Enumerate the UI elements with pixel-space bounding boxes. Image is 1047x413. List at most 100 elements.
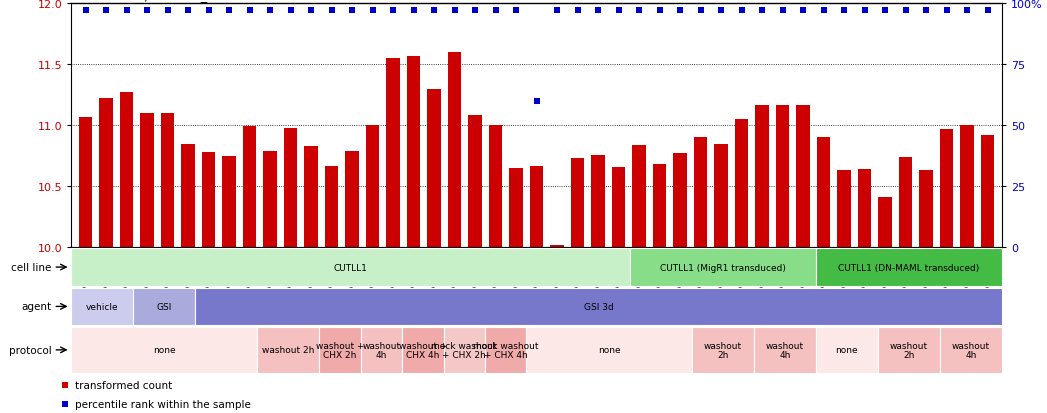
Bar [71,249,629,286]
Bar [527,327,692,373]
Bar [386,59,400,248]
Point [508,8,525,15]
Bar [592,155,605,248]
Bar [653,165,666,248]
Point [549,8,565,15]
Point [692,8,709,15]
Point [876,8,893,15]
Point [446,8,463,15]
Point [589,8,606,15]
Bar [629,249,816,286]
Text: CUTLL1: CUTLL1 [334,263,367,272]
Bar [243,127,257,248]
Point [283,8,299,15]
Text: none: none [836,346,859,354]
Bar [878,198,892,248]
Text: washout +
CHX 4h: washout + CHX 4h [399,341,447,359]
Bar [551,245,563,248]
Point [118,8,135,15]
Point [262,8,279,15]
Point [816,8,832,15]
Bar [448,53,462,248]
Point [221,8,238,15]
Bar [305,147,317,248]
Bar [264,152,276,248]
Point [836,8,852,15]
Bar [899,158,912,248]
Bar [325,166,338,248]
Text: transformed count: transformed count [75,380,173,390]
Point [200,8,217,15]
Bar [877,327,940,373]
Bar [202,153,216,248]
Bar [468,116,482,248]
Bar [79,117,92,248]
Point [343,8,360,15]
Point [467,8,484,15]
Point [159,8,176,15]
Text: none: none [153,346,176,354]
Bar [258,327,319,373]
Bar [754,327,816,373]
Point [959,8,976,15]
Text: washout 2h: washout 2h [262,346,314,354]
Bar [319,327,361,373]
Bar [181,144,195,248]
Bar [71,327,258,373]
Point [426,8,443,15]
Point [754,8,771,15]
Text: washout
4h: washout 4h [765,341,804,359]
Bar [140,114,154,248]
Text: mock washout
+ CHX 2h: mock washout + CHX 2h [431,341,497,359]
Point [610,8,627,15]
Bar [485,327,527,373]
Point [364,8,381,15]
Bar [402,327,444,373]
Text: washout
4h: washout 4h [362,341,401,359]
Bar [694,138,708,248]
Bar [346,152,359,248]
Bar [816,249,1002,286]
Bar [857,170,871,248]
Point [856,8,873,15]
Bar [776,105,789,248]
Bar [99,99,113,248]
Bar [284,128,297,248]
Point [487,8,504,15]
Bar [940,130,953,248]
Bar [940,327,1002,373]
Point [97,8,114,15]
Bar [407,57,420,248]
Bar [816,327,877,373]
Point [324,8,340,15]
Bar [427,89,441,248]
Text: agent: agent [21,301,51,312]
Text: CUTLL1 (MigR1 transduced): CUTLL1 (MigR1 transduced) [660,263,785,272]
Bar [960,126,974,248]
Point [672,8,689,15]
Bar [361,327,402,373]
Point [938,8,955,15]
Bar [735,120,749,248]
Bar [196,288,1002,325]
Point [713,8,730,15]
Bar [838,171,851,248]
Text: washout +
CHX 2h: washout + CHX 2h [316,341,364,359]
Bar [222,157,236,248]
Bar [161,114,174,248]
Text: vehicle: vehicle [86,302,118,311]
Point [570,8,586,15]
Point [528,98,544,105]
Point [918,8,935,15]
Text: washout
2h: washout 2h [890,341,928,359]
Bar [133,288,196,325]
Text: CUTLL1 (DN-MAML transduced): CUTLL1 (DN-MAML transduced) [839,263,980,272]
Text: protocol: protocol [8,345,51,355]
Text: none: none [598,346,620,354]
Bar [71,288,133,325]
Bar [489,126,503,248]
Bar [981,136,995,248]
Point [979,8,996,15]
Point [384,8,401,15]
Bar [444,327,485,373]
